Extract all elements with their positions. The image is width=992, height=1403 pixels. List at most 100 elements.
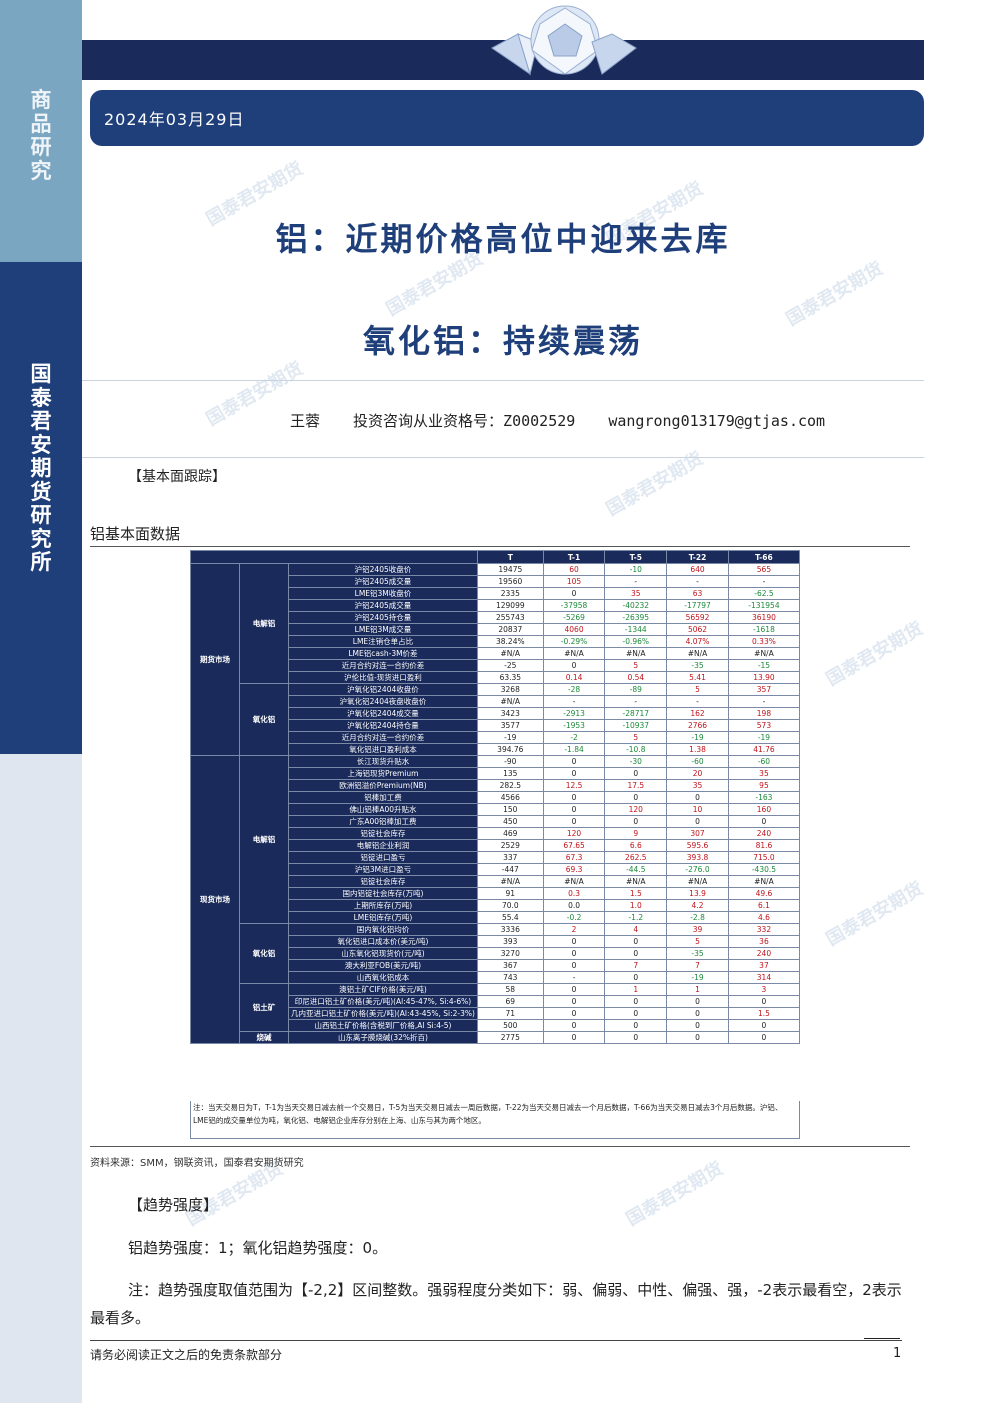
table-bottom-rule	[90, 1146, 910, 1147]
table-cell: 255743	[476, 611, 544, 624]
table-cell: 393.8	[666, 851, 729, 864]
table-cell: -19	[666, 731, 729, 744]
table-cell: -26395	[604, 611, 668, 624]
item-label: 沪氧化铝2404夜盘收盘价	[288, 695, 478, 708]
divider	[82, 457, 924, 458]
table-cell: 2529	[476, 839, 544, 852]
table-cell: 5062	[666, 623, 729, 636]
table-cell: -	[604, 575, 668, 588]
subgroup-label: 电解铝	[239, 563, 289, 684]
item-label: 山西氧化铝成本	[288, 971, 478, 984]
table-cell: 0.3	[542, 887, 606, 900]
table-cell: 367	[476, 959, 544, 972]
table-cell: 2766	[666, 719, 729, 732]
table-cell: 6.1	[727, 899, 801, 912]
table-cell: 4.6	[727, 911, 801, 924]
item-label: LME铝库存(万吨)	[288, 911, 478, 924]
table-cell: 10	[666, 803, 729, 816]
table-row: 铝锭社会库存 469 120 9 307 240	[191, 827, 801, 840]
item-label: 铝锭社会库存	[288, 827, 478, 840]
item-label: 几内亚进口铝土矿价格(美元/吨)(Al:43-45%, Si:2-3%)	[288, 1007, 478, 1020]
table-cell: -60	[666, 755, 729, 768]
table-cell: 1	[666, 983, 729, 996]
item-label: 近月合约对连一合约价差	[288, 659, 478, 672]
table-cell: -1.2	[604, 911, 668, 924]
table-cell: 2335	[476, 587, 544, 600]
table-cell: 3268	[476, 683, 544, 696]
table-cell: 0	[666, 1031, 729, 1044]
table-cell: 307	[666, 827, 729, 840]
table-cell: -	[666, 695, 729, 708]
group-label: 现货市场	[190, 755, 240, 1044]
item-label: 沪伦比值-现货进口盈利	[288, 671, 478, 684]
column-header: T-66	[727, 550, 801, 564]
table-cell: -19	[666, 971, 729, 984]
table-cell: 573	[727, 719, 801, 732]
table-cell: 0	[666, 1007, 729, 1020]
table-cell: 129099	[476, 599, 544, 612]
item-label: 沪铝2405持仓量	[288, 611, 478, 624]
table-cell: 38.24%	[476, 635, 544, 648]
table-cell: 0	[727, 815, 801, 828]
table-cell: #N/A	[476, 647, 544, 660]
table-cell: -28717	[604, 707, 668, 720]
table-cell: 7	[666, 959, 729, 972]
table-cell: -0.2	[542, 911, 606, 924]
table-cell: 5	[604, 659, 668, 672]
table-cell: 5	[666, 683, 729, 696]
table-cell: -131954	[727, 599, 801, 612]
table-cell: -2	[542, 731, 606, 744]
column-header: T-1	[542, 550, 606, 564]
table-row: 铝锭社会库存 #N/A #N/A #N/A #N/A #N/A	[191, 875, 801, 888]
table-cell: 357	[727, 683, 801, 696]
table-cell: 5.41	[666, 671, 729, 684]
footer-disclaimer: 请务必阅读正文之后的免责条款部分	[90, 1348, 283, 1362]
item-label: 欧洲铝溢价Premium(NB)	[288, 779, 478, 792]
table-row: 铝土矿 澳铝土矿CIF价格(美元/吨) 58 0 1 1 3	[191, 983, 801, 1032]
table-cell: 4	[604, 923, 668, 936]
table-cell: 282.5	[476, 779, 544, 792]
subgroup-label: 氧化铝	[239, 923, 289, 984]
table-cell: 81.6	[727, 839, 801, 852]
table-cell: 3270	[476, 947, 544, 960]
table-cell: 0	[542, 791, 606, 804]
table-cell: 19560	[476, 575, 544, 588]
table-row: 广东A00铝棒加工费 450 0 0 0 0	[191, 815, 801, 828]
table-row: 氧化铝 沪氧化铝2404收盘价 3268 -28 -89 5 357	[191, 683, 801, 756]
sidebar-rest-panel	[0, 754, 82, 1403]
table-cell: -430.5	[727, 863, 801, 876]
item-label: 铝棒加工费	[288, 791, 478, 804]
table-row: 近月合约对连一合约价差 -25 0 5 -35 -15	[191, 659, 801, 672]
watermark: 国泰君安期货	[622, 1158, 727, 1231]
table-cell: 70.0	[476, 899, 544, 912]
table-cell: -	[542, 971, 606, 984]
table-cell: #N/A	[604, 875, 668, 888]
table-cell: -1.84	[542, 743, 606, 756]
table-cell: 69.3	[542, 863, 606, 876]
table-cell: 332	[727, 923, 801, 936]
table-cell: 1.5	[604, 887, 668, 900]
table-cell: -10937	[604, 719, 668, 732]
table-cell: -	[727, 695, 801, 708]
table-cell: -	[604, 695, 668, 708]
table-cell: 41.76	[727, 743, 801, 756]
table-cell: 240	[727, 947, 801, 960]
table-cell: 35	[727, 767, 801, 780]
table-cell: 314	[727, 971, 801, 984]
table-note: 注：当天交易日为T，T-1为当天交易日减去前一个交易日，T-5为当天交易日减去一…	[190, 1101, 800, 1139]
table-cell: 2	[542, 923, 606, 936]
table-cell: 0	[542, 1007, 606, 1020]
table-cell: 160	[727, 803, 801, 816]
author-email[interactable]: wangrong013179@gtjas.com	[608, 412, 826, 430]
table-cell: -17797	[666, 599, 729, 612]
table-row: 铝棒加工费 4566 0 0 0 -163	[191, 791, 801, 804]
table-row: 上期所库存(万吨) 70.0 0.0 1.0 4.2 6.1	[191, 899, 801, 912]
table-cell: -19	[476, 731, 544, 744]
page-number: 1	[893, 1346, 902, 1361]
table-row: 上海铝现货Premium 135 0 0 20 35	[191, 767, 801, 780]
item-label: 沪铝2405成交量	[288, 575, 478, 588]
table-cell: 120	[604, 803, 668, 816]
table-cell: 105	[542, 575, 606, 588]
table-cell: -0.96%	[604, 635, 668, 648]
table-cell: -19	[727, 731, 801, 744]
